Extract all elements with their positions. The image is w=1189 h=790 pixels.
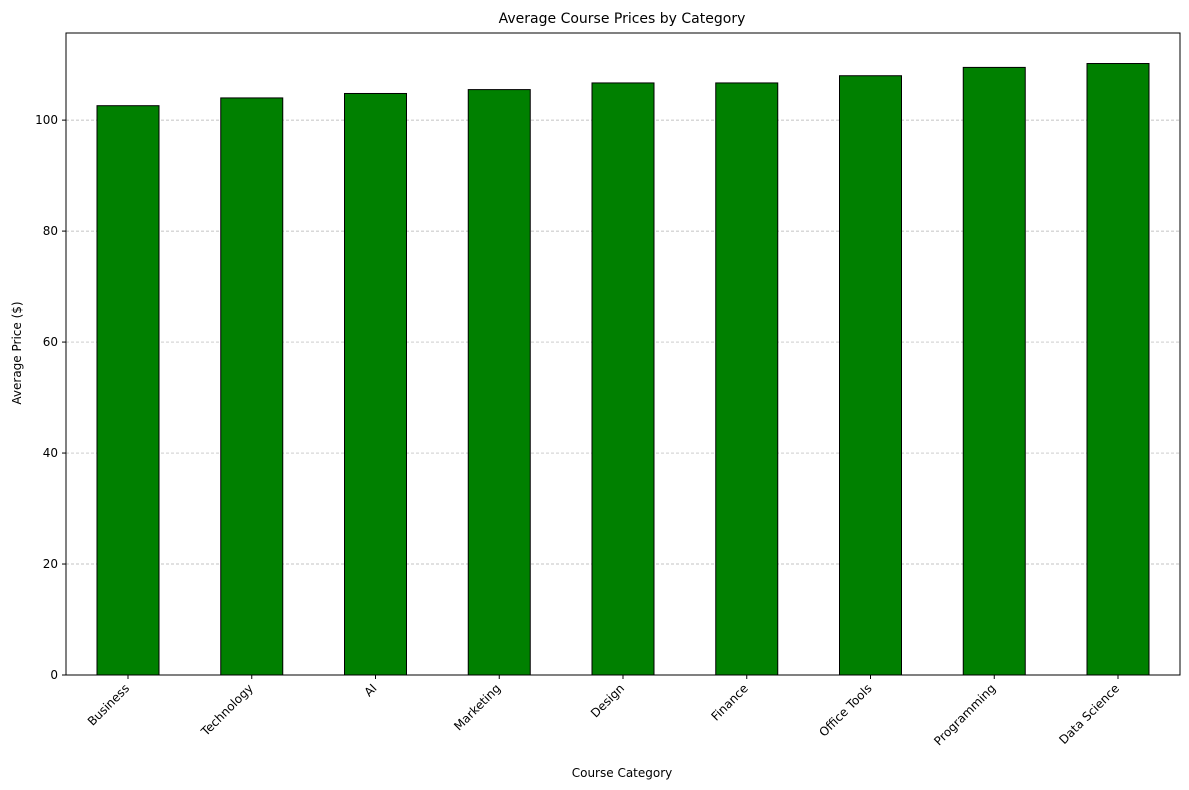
y-tick-label: 60 <box>43 335 58 349</box>
bar-marketing <box>467 89 531 676</box>
bar-data-science <box>1086 63 1150 676</box>
bar-design <box>591 82 655 676</box>
bars <box>96 63 1150 676</box>
bar-ai <box>344 92 407 676</box>
bar-business <box>96 105 160 676</box>
x-axis-label: Course Category <box>572 766 673 780</box>
y-tick-label: 100 <box>35 113 58 127</box>
bar-office-tools <box>839 75 902 676</box>
y-tick-label: 40 <box>43 446 58 460</box>
bar-programming <box>962 66 1026 676</box>
y-tick-label: 0 <box>50 668 58 682</box>
y-axis-ticks: 0 20 40 60 80 100 <box>35 113 66 682</box>
chart-title: Average Course Prices by Category <box>499 11 746 27</box>
y-axis-label: Average Price ($) <box>10 301 24 404</box>
bar-finance <box>715 82 779 676</box>
y-tick-label: 20 <box>43 557 58 571</box>
y-tick-label: 80 <box>43 224 58 238</box>
bar-technology <box>220 97 284 676</box>
